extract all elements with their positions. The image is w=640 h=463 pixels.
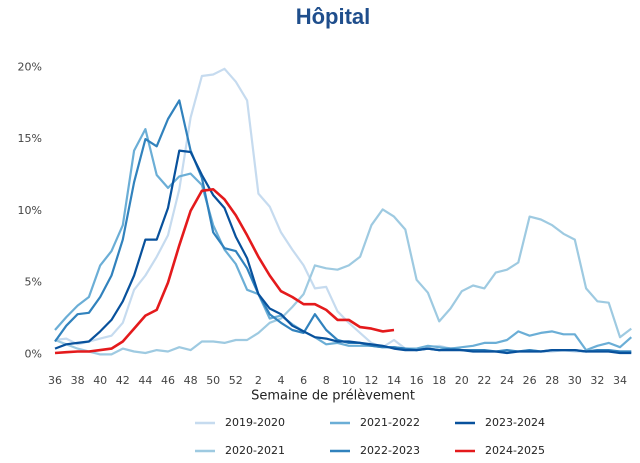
legend-label: 2023-2024 — [485, 416, 545, 429]
x-tick-label: 10 — [342, 374, 356, 387]
x-tick-label: 32 — [590, 374, 604, 387]
y-tick-label: 20% — [18, 60, 42, 73]
y-tick-label: 10% — [18, 204, 42, 217]
x-tick-label: 44 — [138, 374, 152, 387]
x-tick-label: 24 — [500, 374, 514, 387]
x-tick-label: 6 — [300, 374, 307, 387]
series-line — [54, 188, 395, 355]
y-tick-label: 15% — [18, 132, 42, 145]
x-tick-label: 46 — [161, 374, 175, 387]
x-tick-label: 4 — [278, 374, 285, 387]
x-axis-label: Semaine de prélèvement — [251, 389, 415, 404]
x-tick-label: 48 — [184, 374, 198, 387]
x-tick-label: 16 — [410, 374, 424, 387]
x-tick-label: 20 — [455, 374, 469, 387]
x-tick-label: 2 — [255, 374, 262, 387]
y-tick-label: 0% — [25, 347, 42, 360]
series-line — [54, 128, 633, 352]
x-tick-label: 28 — [545, 374, 559, 387]
x-tick-label: 18 — [432, 374, 446, 387]
legend-label: 2020-2021 — [225, 444, 285, 457]
x-tick-label: 12 — [364, 374, 378, 387]
legend-label: 2019-2020 — [225, 416, 285, 429]
x-tick-label: 26 — [523, 374, 537, 387]
x-tick-label: 36 — [48, 374, 62, 387]
legend-label: 2021-2022 — [360, 416, 420, 429]
series-line — [54, 208, 632, 356]
x-tick-label: 22 — [477, 374, 491, 387]
y-tick-label: 5% — [25, 276, 42, 289]
x-tick-label: 14 — [387, 374, 401, 387]
legend-label: 2024-2025 — [485, 444, 545, 457]
x-tick-label: 30 — [568, 374, 582, 387]
x-tick-label: 52 — [229, 374, 243, 387]
x-tick-label: 42 — [116, 374, 130, 387]
x-tick-label: 40 — [93, 374, 107, 387]
chart-title: Hôpital — [296, 4, 371, 29]
series-line — [54, 67, 632, 353]
legend-label: 2022-2023 — [360, 444, 420, 457]
x-tick-label: 34 — [613, 374, 627, 387]
x-tick-label: 50 — [206, 374, 220, 387]
series-line — [54, 149, 632, 355]
x-tick-label: 8 — [323, 374, 330, 387]
x-tick-label: 38 — [71, 374, 85, 387]
